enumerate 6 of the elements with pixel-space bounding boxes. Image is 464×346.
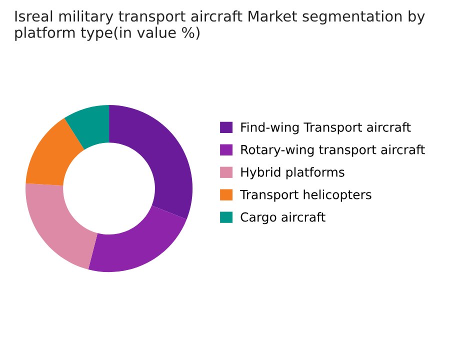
legend-label: Rotary-wing transport aircraft (241, 144, 425, 157)
legend-label: Hybrid platforms (241, 167, 344, 180)
legend-label: Find-wing Transport aircraft (241, 122, 411, 134)
legend-label: Transport helicopters (240, 190, 372, 202)
legend-label: Cargo aircraft (240, 212, 326, 224)
chart-title: Isreal military transport aircraft Market segmentation by platform type(in value %) (15, 10, 425, 41)
